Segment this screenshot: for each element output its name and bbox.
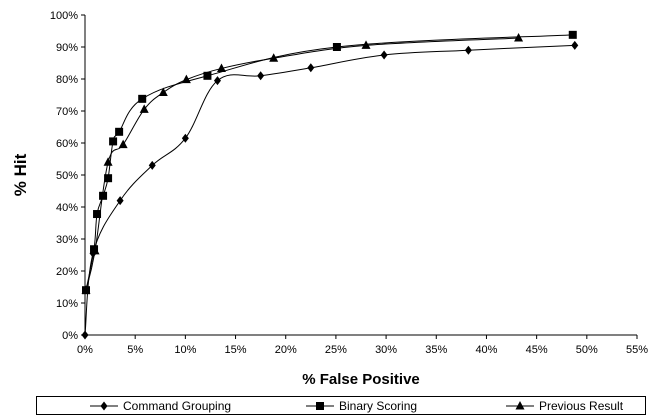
x-tick-label: 40% <box>475 344 497 356</box>
legend: Command Grouping Binary Scoring Previous R… <box>36 396 646 415</box>
data-point-previous-result <box>103 157 113 166</box>
y-tick-label: 40% <box>56 202 78 214</box>
x-tick-label: 15% <box>225 344 247 356</box>
data-point-command-grouping <box>380 50 388 60</box>
data-point-previous-result <box>118 139 128 149</box>
data-point-previous-result <box>81 285 91 294</box>
data-point-previous-result <box>139 104 149 113</box>
legend-marker-diamond <box>100 401 108 410</box>
data-point-binary-scoring <box>109 137 118 146</box>
legend-marker-triangle <box>515 400 525 409</box>
axes: 0% 10% 20% 30% 40% 50% 60% 70% 80% 90% 100% 0% 5% 10%… <box>50 10 648 356</box>
legend-item-command-grouping: Command Grouping <box>89 397 231 414</box>
y-tick-label: 10% <box>56 298 78 310</box>
x-tick-label: 0% <box>77 344 93 356</box>
legend-marker-square <box>316 401 324 410</box>
data-point-command-grouping <box>81 330 89 340</box>
y-tick-label: 20% <box>56 266 78 278</box>
y-tick-label: 100% <box>50 10 78 22</box>
data-point-binary-scoring <box>203 71 212 80</box>
legend-label: Binary Scoring <box>339 398 418 413</box>
y-axis-title: % Hit <box>11 153 30 196</box>
data-point-binary-scoring <box>115 127 124 136</box>
plot-area: 0% 10% 20% 30% 40% 50% 60% 70% 80% 90% 100% 0% 5% 10%… <box>11 10 648 388</box>
data-point-command-grouping <box>571 40 579 50</box>
series-layer <box>81 30 579 340</box>
legend-swatch-command-grouping <box>90 401 118 410</box>
legend-label: Previous Result <box>539 398 624 413</box>
data-point-command-grouping <box>307 63 315 73</box>
legend-swatch-binary-scoring <box>306 401 334 410</box>
data-point-command-grouping <box>213 76 221 86</box>
data-point-previous-result <box>216 63 226 72</box>
legend-swatch-previous-result <box>506 400 534 409</box>
data-point-previous-result <box>269 53 279 62</box>
data-point-previous-result <box>181 74 191 84</box>
y-tick-label: 70% <box>56 106 78 118</box>
data-point-binary-scoring <box>332 43 341 51</box>
data-point-binary-scoring <box>99 191 108 200</box>
data-point-previous-result <box>90 245 100 255</box>
legend-item-binary-scoring: Binary Scoring <box>305 397 417 414</box>
y-tick-label: 50% <box>56 170 78 182</box>
data-point-binary-scoring <box>568 30 577 39</box>
series-line-binary-scoring <box>85 34 573 291</box>
x-tick-label: 20% <box>275 344 297 356</box>
x-tick-label: 30% <box>375 344 397 356</box>
series-command-grouping <box>81 40 579 340</box>
data-point-command-grouping <box>148 160 156 170</box>
series-line-command-grouping <box>84 44 575 336</box>
data-point-previous-result <box>514 33 524 42</box>
y-tick-label: 60% <box>56 138 78 150</box>
data-point-binary-scoring <box>93 210 102 219</box>
data-point-binary-scoring <box>138 94 147 103</box>
x-tick-label: 25% <box>325 344 347 356</box>
legend-item-previous-result: Previous Result <box>505 397 623 414</box>
x-tick-label: 5% <box>127 344 143 356</box>
x-tick-label: 35% <box>425 344 447 356</box>
data-point-previous-result <box>158 87 168 96</box>
x-tick-label: 50% <box>576 344 598 356</box>
data-point-binary-scoring <box>104 174 113 183</box>
data-point-previous-result <box>361 40 371 49</box>
x-axis-title: % False Positive <box>302 371 420 388</box>
y-tick-label: 0% <box>62 330 78 342</box>
series-previous-result <box>81 33 524 294</box>
legend-label: Command Grouping <box>123 398 232 413</box>
x-tick-label: 55% <box>626 344 648 356</box>
x-tick-label: 10% <box>174 344 196 356</box>
series-line-previous-result <box>85 37 519 291</box>
x-tick-label: 45% <box>526 344 548 356</box>
data-point-command-grouping <box>464 45 472 55</box>
data-point-command-grouping <box>116 196 124 206</box>
y-tick-label: 80% <box>56 74 78 86</box>
y-tick-label: 90% <box>56 42 78 54</box>
y-tick-label: 30% <box>56 234 78 246</box>
data-point-command-grouping <box>257 71 265 81</box>
data-point-command-grouping <box>181 133 189 143</box>
